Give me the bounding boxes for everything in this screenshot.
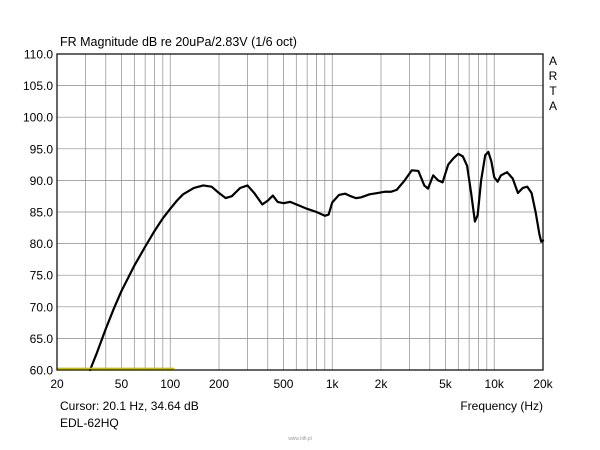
x-axis-ticks: 20 50 100 200 500 1k 2k 5k 10k 20k: [50, 377, 553, 391]
x-tick-label: 200: [209, 377, 229, 391]
y-tick-label: 105.0: [23, 79, 53, 93]
x-tick-label: 5k: [439, 377, 453, 391]
x-tick-label: 50: [115, 377, 129, 391]
y-tick-label: 70.0: [30, 300, 54, 314]
y-tick-label: 100.0: [23, 111, 53, 125]
y-tick-label: 85.0: [30, 206, 54, 220]
y-tick-label: 110.0: [24, 48, 53, 62]
plot-frame: [56, 53, 544, 371]
arta-letter: A: [549, 99, 557, 113]
x-tick-label: 10k: [485, 377, 505, 391]
arta-letter: T: [549, 84, 557, 98]
model-label: EDL-62HQ: [60, 416, 119, 430]
x-tick-label: 20k: [533, 377, 553, 391]
chart-title: FR Magnitude dB re 20uPa/2.83V (1/6 oct): [60, 35, 297, 49]
arta-letter: R: [549, 69, 558, 83]
x-tick-label: 100: [160, 377, 180, 391]
y-axis-ticks: 60.0 65.0 70.0 75.0 80.0 85.0 90.0 95.0 100.0 105…: [23, 48, 53, 378]
grid: [57, 54, 543, 370]
x-tick-label: 1k: [326, 377, 340, 391]
response-curve-line: [88, 150, 545, 372]
y-tick-label: 65.0: [30, 332, 54, 346]
y-tick-label: 90.0: [30, 174, 54, 188]
series-layer: [56, 150, 545, 372]
watermark: www.hifi.pl: [288, 436, 312, 442]
cursor-readout: Cursor: 20.1 Hz, 34.64 dB: [60, 399, 199, 413]
y-tick-label: 60.0: [30, 364, 54, 378]
y-tick-label: 75.0: [30, 269, 54, 283]
y-tick-label: 95.0: [30, 142, 54, 156]
arta-letter: A: [549, 54, 557, 68]
x-tick-label: 2k: [375, 377, 389, 391]
x-tick-label: 500: [273, 377, 293, 391]
x-tick-label: 20: [50, 377, 64, 391]
y-tick-label: 80.0: [30, 237, 54, 251]
x-axis-label: Frequency (Hz): [460, 399, 543, 413]
